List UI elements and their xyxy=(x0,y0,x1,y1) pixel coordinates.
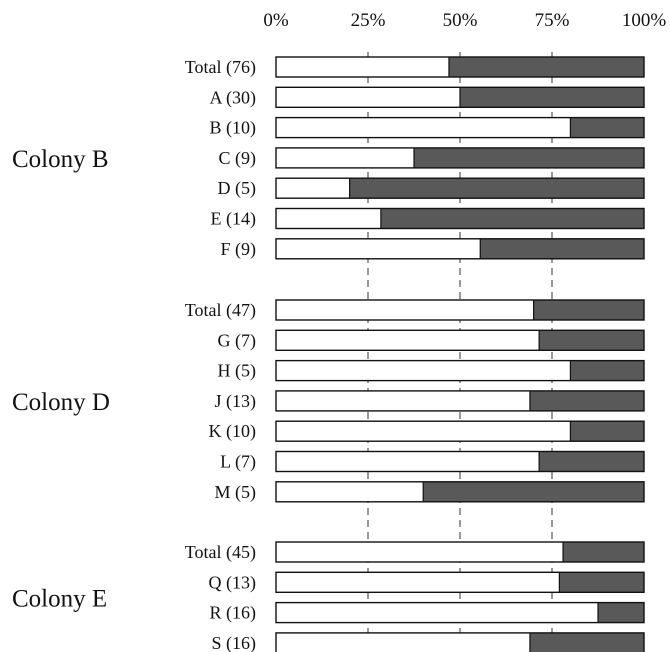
bar-category-label: K (10) xyxy=(209,421,257,442)
bar-segment-light xyxy=(276,421,571,442)
bar-category-label: D (5) xyxy=(218,178,257,199)
bar-category-label: Total (45) xyxy=(185,542,256,563)
bar-outline xyxy=(275,147,645,169)
bar-category-label: B (10) xyxy=(210,118,257,139)
bar-segment-light xyxy=(276,57,449,77)
bar-segment-light xyxy=(276,147,414,168)
bar-outline xyxy=(275,207,645,230)
bar-segment-light xyxy=(276,360,571,381)
bar-outline xyxy=(275,86,645,109)
bars xyxy=(275,56,645,652)
group-label: Colony D xyxy=(12,389,110,416)
bar-category-label: H (5) xyxy=(218,361,257,382)
bar-outline xyxy=(275,481,645,503)
bar-category-label: G (7) xyxy=(218,330,257,351)
bar-outline xyxy=(275,420,645,442)
group-label: Colony E xyxy=(12,585,107,612)
x-tick-label: 50% xyxy=(443,10,478,31)
bar-segment-light xyxy=(276,602,598,623)
bar-segment-light xyxy=(276,208,381,229)
bar-outline xyxy=(275,329,645,351)
bar-category-label: L (7) xyxy=(220,452,256,473)
bar-category-label: Total (47) xyxy=(185,300,256,321)
bar-outline xyxy=(275,116,645,139)
bar-outline xyxy=(275,601,645,624)
bar-segment-light xyxy=(276,481,424,502)
bar-segment-light xyxy=(276,117,571,138)
bar-category-label: A (30) xyxy=(210,87,257,108)
bar-outline xyxy=(275,390,645,412)
bar-segment-light xyxy=(276,390,530,411)
bar-segment-light xyxy=(276,572,560,593)
bar-category-label: Total (76) xyxy=(185,57,256,78)
x-tick-label: 25% xyxy=(351,10,386,31)
bar-category-label: S (16) xyxy=(212,633,257,652)
bar-category-label: J (13) xyxy=(215,391,257,412)
bar-segment-light xyxy=(276,87,460,108)
bar-segment-light xyxy=(276,451,540,472)
bar-outline xyxy=(275,238,645,260)
group-label: Colony B xyxy=(12,146,109,173)
bar-category-label: E (14) xyxy=(211,209,256,230)
bar-outline xyxy=(275,541,645,563)
x-tick-label: 0% xyxy=(263,10,289,31)
bar-outline xyxy=(275,571,645,593)
bar-outline xyxy=(275,632,645,652)
bar-category-label: F (9) xyxy=(221,239,257,260)
bar-segment-light xyxy=(276,542,564,562)
x-tick-label: 100% xyxy=(622,10,667,31)
bar-outline xyxy=(275,299,645,321)
bar-outline xyxy=(275,177,645,199)
bar-segment-light xyxy=(276,330,540,351)
bar-outline xyxy=(275,359,645,382)
bar-outline xyxy=(275,450,645,473)
bar-segment-dark xyxy=(276,178,644,199)
bar-category-label: R (16) xyxy=(210,603,257,624)
bar-segment-light xyxy=(276,178,350,199)
bar-segment-light xyxy=(276,632,530,652)
bar-segment-light xyxy=(276,300,534,320)
bar-category-label: C (9) xyxy=(219,148,257,169)
x-tick-label: 75% xyxy=(535,10,570,31)
labels: 0% 25% 50% 75% 100% Total (76) A (30) B (10) C (… xyxy=(12,10,666,652)
bar-category-label: Q (13) xyxy=(209,572,257,593)
bar-outline xyxy=(275,56,645,78)
bar-category-label: M (5) xyxy=(215,482,257,503)
bar-segment-light xyxy=(276,238,481,259)
